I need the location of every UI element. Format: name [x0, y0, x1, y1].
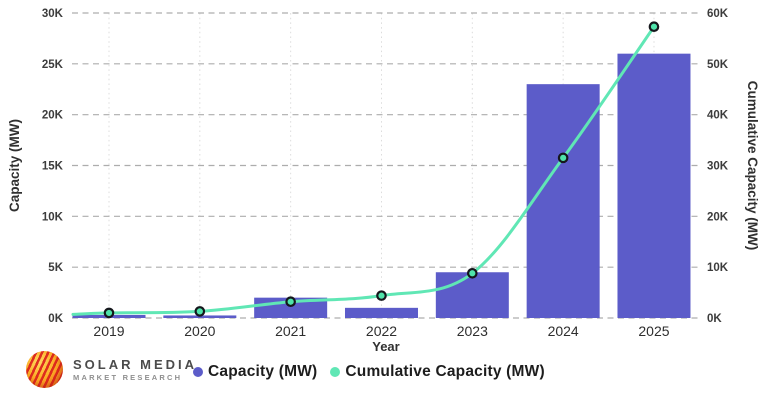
solar-media-logo: SOLAR MEDIA MARKET RESEARCH — [26, 351, 197, 388]
svg-text:2024: 2024 — [548, 323, 579, 339]
svg-text:Year: Year — [372, 339, 399, 352]
legend-item-capacity: Capacity (MW) — [193, 363, 317, 381]
svg-text:25K: 25K — [42, 59, 64, 71]
svg-text:5K: 5K — [48, 262, 63, 274]
svg-text:30K: 30K — [707, 161, 729, 173]
brand-text: SOLAR MEDIA MARKET RESEARCH — [73, 357, 197, 383]
svg-text:Capacity (MW): Capacity (MW) — [7, 119, 22, 212]
svg-text:2020: 2020 — [184, 323, 215, 339]
svg-text:60K: 60K — [707, 8, 729, 20]
svg-text:30K: 30K — [42, 8, 64, 20]
chart-footer: SOLAR MEDIA MARKET RESEARCH Capacity (MW… — [0, 346, 768, 404]
svg-text:0K: 0K — [48, 313, 63, 325]
svg-text:40K: 40K — [707, 110, 729, 122]
capacity-legend-dot-icon — [193, 367, 203, 377]
svg-text:20K: 20K — [707, 211, 729, 223]
svg-text:15K: 15K — [42, 161, 64, 173]
svg-text:2023: 2023 — [457, 323, 488, 339]
capacity-by-year-chart: 0K 0K 5K 10K 10K 20K 15K 30K 20K 40K 25K 50K 30K 60K 2… — [7, 8, 760, 352]
chart-legend: Capacity (MW) Cumulative Capacity (MW) — [193, 363, 545, 381]
svg-text:2022: 2022 — [366, 323, 397, 339]
svg-text:2019: 2019 — [93, 323, 124, 339]
svg-text:0K: 0K — [707, 313, 722, 325]
svg-text:10K: 10K — [707, 262, 729, 274]
cumulative-capacity-legend-label: Cumulative Capacity (MW) — [345, 363, 545, 380]
solar-media-globe-icon — [26, 351, 63, 388]
brand-name: SOLAR MEDIA — [73, 356, 197, 372]
svg-text:2021: 2021 — [275, 323, 306, 339]
svg-text:Cumulative Capacity (MW): Cumulative Capacity (MW) — [745, 81, 760, 251]
svg-text:10K: 10K — [42, 211, 64, 223]
legend-item-cumulative-capacity: Cumulative Capacity (MW) — [330, 363, 545, 381]
svg-text:20K: 20K — [42, 110, 64, 122]
capacity-legend-label: Capacity (MW) — [208, 363, 318, 380]
brand-subtitle: MARKET RESEARCH — [73, 372, 183, 382]
cumulative-capacity-legend-dot-icon — [330, 367, 341, 377]
svg-text:50K: 50K — [707, 59, 729, 71]
svg-text:2025: 2025 — [638, 323, 669, 339]
